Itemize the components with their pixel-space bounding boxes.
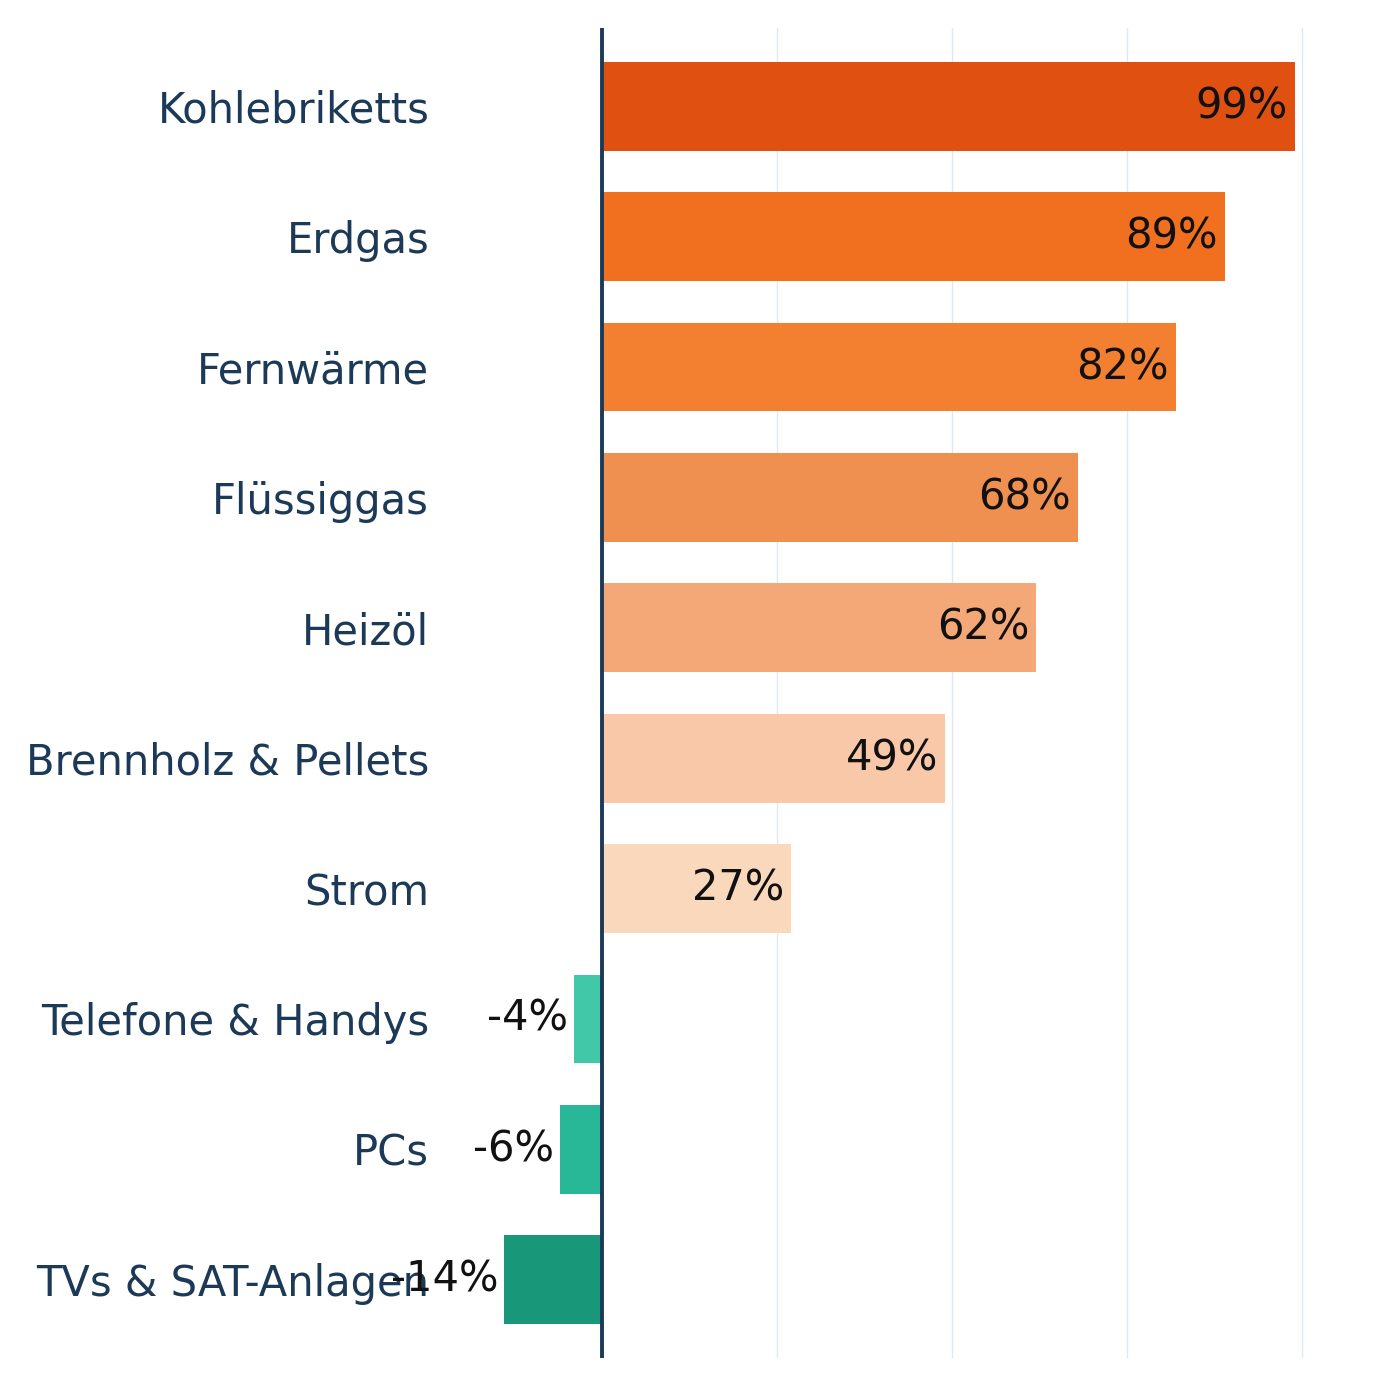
Bar [560, 1105, 602, 1194]
Text: 68%: 68% [979, 476, 1071, 518]
Text: 99%: 99% [1196, 85, 1288, 127]
Bar [602, 714, 945, 802]
Text: -6%: -6% [473, 1128, 554, 1170]
Bar [602, 844, 791, 932]
Text: 82%: 82% [1077, 346, 1169, 388]
Bar [602, 62, 1295, 151]
Text: -4%: -4% [487, 998, 568, 1040]
Text: 89%: 89% [1126, 216, 1218, 258]
Text: 49%: 49% [846, 738, 938, 780]
Bar [602, 192, 1225, 281]
Bar [602, 322, 1176, 412]
Bar [574, 974, 602, 1064]
Text: 27%: 27% [692, 868, 784, 910]
Bar [504, 1235, 602, 1324]
Text: 62%: 62% [937, 606, 1029, 648]
Bar [602, 454, 1078, 542]
Bar [602, 584, 1036, 672]
Text: -14%: -14% [391, 1259, 498, 1301]
